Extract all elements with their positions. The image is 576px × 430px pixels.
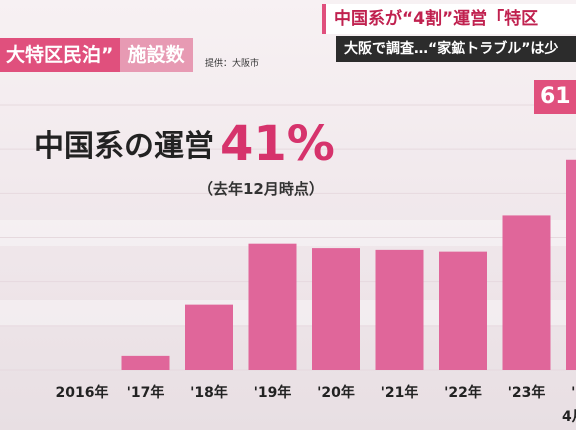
title-badge: 大特区民泊” xyxy=(0,38,120,72)
sub-axis-label: 4月 xyxy=(562,409,576,425)
bar xyxy=(375,249,424,370)
news-caption-subline: 大阪で調査…“家鉱トラブル”は少 xyxy=(336,36,576,62)
source-credit: 提供：大阪市 xyxy=(205,59,260,69)
news-caption-headline: 中国系が“4割”運営「特区 xyxy=(322,4,576,34)
title-text: 施設数 xyxy=(119,38,193,72)
headline-note: （去年12月時点） xyxy=(198,180,324,198)
x-tick-label: '23年 xyxy=(508,384,546,401)
headline-text: 中国系の運営 xyxy=(34,129,214,164)
bar xyxy=(502,215,551,370)
bar xyxy=(312,248,360,370)
headline: 中国系の運営 41% xyxy=(34,116,335,172)
x-tick-label: '19年 xyxy=(254,384,292,401)
bar xyxy=(439,251,487,370)
bar xyxy=(121,355,170,370)
x-tick-label: '18年 xyxy=(190,384,228,401)
x-tick-label: '24年 xyxy=(571,384,576,401)
bar xyxy=(248,243,297,370)
chart-title-tag: 大特区民泊” 施設数 xyxy=(0,38,193,72)
bar xyxy=(566,159,576,370)
bar xyxy=(185,304,233,370)
x-tick-label: '20年 xyxy=(317,384,355,401)
x-tick-label: 2016年 xyxy=(56,384,109,401)
x-tick-label: '22年 xyxy=(444,384,482,401)
headline-percentage: 41% xyxy=(220,116,335,172)
x-tick-label: '21年 xyxy=(381,384,419,401)
highlight-value-label: 61 xyxy=(534,80,576,114)
background-band xyxy=(0,220,576,246)
x-tick-label: '17年 xyxy=(127,384,165,401)
